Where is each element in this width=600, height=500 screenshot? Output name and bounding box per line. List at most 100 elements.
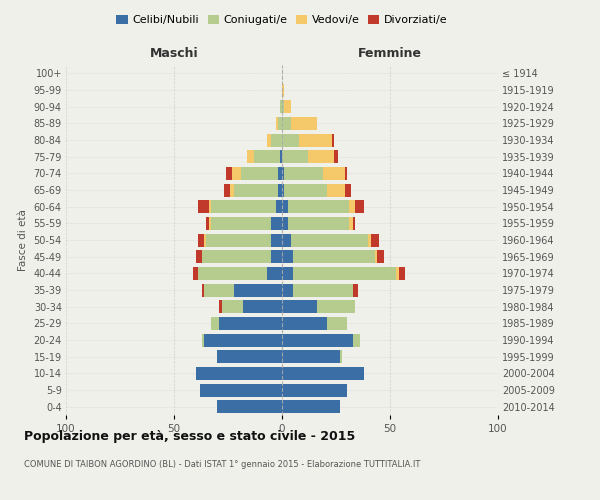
Bar xyxy=(284,100,290,113)
Bar xyxy=(282,84,284,96)
Bar xyxy=(289,217,349,230)
Bar xyxy=(209,217,211,230)
Bar xyxy=(275,200,282,213)
Bar xyxy=(204,234,206,246)
Bar xyxy=(353,217,355,230)
Bar xyxy=(299,134,332,146)
Bar xyxy=(217,350,282,363)
Bar xyxy=(220,317,282,330)
Bar xyxy=(220,300,221,313)
Bar xyxy=(368,234,371,246)
Text: COMUNE DI TAIBON AGORDINO (BL) - Dati ISTAT 1° gennaio 2015 - Elaborazione TUTTI: COMUNE DI TAIBON AGORDINO (BL) - Dati IS… xyxy=(24,460,421,469)
Bar xyxy=(328,317,347,330)
Bar xyxy=(282,334,353,346)
Bar xyxy=(271,134,282,146)
Bar xyxy=(278,117,282,130)
Bar xyxy=(221,300,243,313)
Bar xyxy=(293,250,375,263)
Bar xyxy=(377,250,383,263)
Text: Popolazione per età, sesso e stato civile - 2015: Popolazione per età, sesso e stato civil… xyxy=(24,430,355,443)
Bar xyxy=(241,167,278,180)
Bar xyxy=(193,267,198,280)
Bar xyxy=(282,250,293,263)
Legend: Celibi/Nubili, Coniugati/e, Vedovi/e, Divorziati/e: Celibi/Nubili, Coniugati/e, Vedovi/e, Di… xyxy=(112,10,452,30)
Bar xyxy=(282,134,299,146)
Bar xyxy=(247,150,254,163)
Bar xyxy=(196,250,202,263)
Bar xyxy=(224,184,230,196)
Bar xyxy=(397,267,398,280)
Bar xyxy=(280,100,282,113)
Bar xyxy=(211,217,271,230)
Bar xyxy=(204,284,235,296)
Bar xyxy=(293,267,397,280)
Bar xyxy=(282,234,290,246)
Bar xyxy=(200,384,282,396)
Bar xyxy=(235,284,282,296)
Bar xyxy=(282,284,293,296)
Bar xyxy=(284,167,323,180)
Bar xyxy=(282,150,308,163)
Bar xyxy=(235,184,278,196)
Bar xyxy=(206,234,271,246)
Bar xyxy=(349,217,353,230)
Bar xyxy=(202,334,204,346)
Bar xyxy=(353,334,360,346)
Bar xyxy=(271,250,282,263)
Bar xyxy=(353,284,358,296)
Bar xyxy=(340,350,343,363)
Bar xyxy=(198,267,267,280)
Bar xyxy=(211,200,275,213)
Bar xyxy=(317,300,355,313)
Bar xyxy=(271,217,282,230)
Bar xyxy=(254,150,280,163)
Bar xyxy=(355,200,364,213)
Bar xyxy=(332,134,334,146)
Bar xyxy=(282,117,290,130)
Bar xyxy=(271,234,282,246)
Bar xyxy=(371,234,379,246)
Bar xyxy=(232,167,241,180)
Y-axis label: Fasce di età: Fasce di età xyxy=(18,209,28,271)
Bar xyxy=(209,200,211,213)
Bar xyxy=(293,284,353,296)
Bar xyxy=(349,200,355,213)
Bar xyxy=(375,250,377,263)
Bar xyxy=(282,167,284,180)
Bar xyxy=(278,167,282,180)
Bar xyxy=(202,284,204,296)
Bar xyxy=(280,150,282,163)
Bar xyxy=(282,217,289,230)
Bar xyxy=(230,184,235,196)
Bar xyxy=(282,100,284,113)
Bar xyxy=(243,300,282,313)
Bar xyxy=(282,400,340,413)
Bar xyxy=(282,350,340,363)
Bar xyxy=(226,167,232,180)
Bar xyxy=(282,384,347,396)
Bar xyxy=(282,200,289,213)
Bar xyxy=(344,184,351,196)
Bar xyxy=(282,367,364,380)
Bar xyxy=(196,367,282,380)
Bar xyxy=(267,134,271,146)
Bar xyxy=(211,317,220,330)
Bar xyxy=(282,184,284,196)
Bar xyxy=(282,267,293,280)
Text: Maschi: Maschi xyxy=(149,47,199,60)
Bar xyxy=(284,184,328,196)
Bar xyxy=(267,267,282,280)
Bar xyxy=(204,334,282,346)
Bar xyxy=(308,150,334,163)
Bar xyxy=(334,150,338,163)
Bar xyxy=(198,200,209,213)
Bar xyxy=(328,184,344,196)
Bar xyxy=(278,184,282,196)
Bar xyxy=(398,267,405,280)
Bar xyxy=(198,234,204,246)
Text: Femmine: Femmine xyxy=(358,47,422,60)
Bar xyxy=(275,117,278,130)
Bar xyxy=(282,300,317,313)
Bar xyxy=(290,117,317,130)
Bar xyxy=(290,234,368,246)
